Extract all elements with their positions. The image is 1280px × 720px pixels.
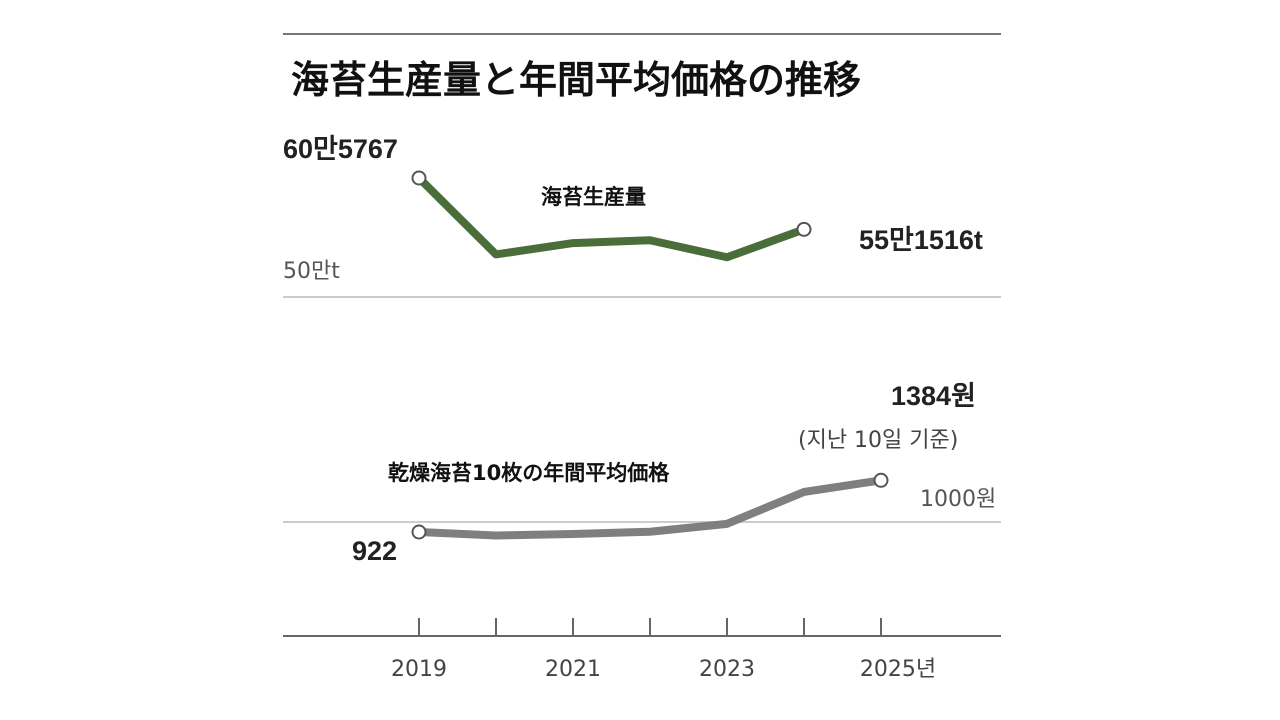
production-series-label: 海苔生産量	[541, 185, 646, 209]
price-points	[411, 472, 889, 540]
production-end-point	[796, 221, 812, 237]
price-end-note: (지난 10일 기준)	[798, 428, 958, 453]
price-series-label: 乾燥海苔10枚の年間平均価格	[388, 461, 670, 485]
x-tick-label-2023: 2023	[699, 657, 755, 682]
production-reference-label: 50만t	[283, 259, 340, 284]
production-start-label: 60만5767	[283, 134, 398, 164]
price-panel: 1384원 (지난 10일 기준) 乾燥海苔10枚の年間平均価格 1000원 9…	[283, 381, 1001, 566]
production-line	[415, 174, 808, 262]
price-line	[415, 476, 885, 540]
production-panel: 60만5767 海苔生産量 50만t 55만1516t	[283, 134, 1001, 298]
x-tick-label-2021: 2021	[545, 657, 601, 682]
x-axis: 2019 2021 2023 2025년	[283, 618, 1001, 682]
production-end-label: 55만1516t	[859, 225, 983, 255]
price-end-point	[873, 472, 889, 488]
chart-title: 海苔生産量と年間平均価格の推移	[291, 58, 861, 102]
x-tick-label-2025: 2025년	[860, 657, 936, 682]
price-start-label: 922	[352, 536, 397, 566]
price-reference-label: 1000원	[920, 487, 996, 512]
price-end-label: 1384원	[891, 381, 976, 411]
price-start-point	[411, 524, 427, 540]
production-start-point	[411, 170, 427, 186]
production-points	[411, 170, 812, 237]
x-tick-label-2019: 2019	[391, 657, 447, 682]
